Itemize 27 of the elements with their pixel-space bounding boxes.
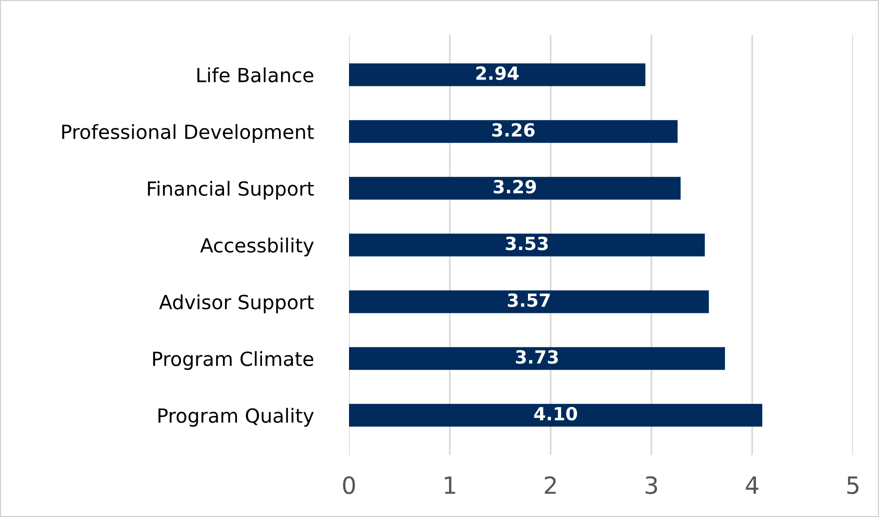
y-tick-label: Program Climate [153,351,314,370]
bar [349,404,762,427]
data-label: 4.10 [534,406,578,421]
y-tick-label: Advisor Support [159,294,314,314]
x-tick-label: 4 [746,476,758,494]
y-tick-label: Professional Development [62,124,314,143]
bar [349,120,678,143]
data-label: 3.26 [492,123,535,137]
bar [349,347,725,370]
data-label: 2.94 [476,66,519,80]
x-tick-label: 1 [444,476,456,494]
bar [349,63,646,86]
x-tick-label: 2 [544,476,556,494]
x-tick-label: 5 [847,476,858,494]
bar [349,234,705,256]
x-tick-label: 0 [343,476,355,494]
y-tick-label: Financial Support [148,180,314,200]
bar [349,176,681,200]
bar [349,290,709,314]
x-tick-label: 3 [646,476,658,494]
data-label: 3.29 [494,180,536,194]
data-label: 3.53 [506,236,548,250]
data-label: 3.73 [516,350,558,364]
y-tick-label: Program Quality [158,408,314,427]
y-tick-label: Accessbility [200,238,314,256]
data-label: 3.57 [508,293,550,307]
y-tick-label: Life Balance [197,67,314,82]
